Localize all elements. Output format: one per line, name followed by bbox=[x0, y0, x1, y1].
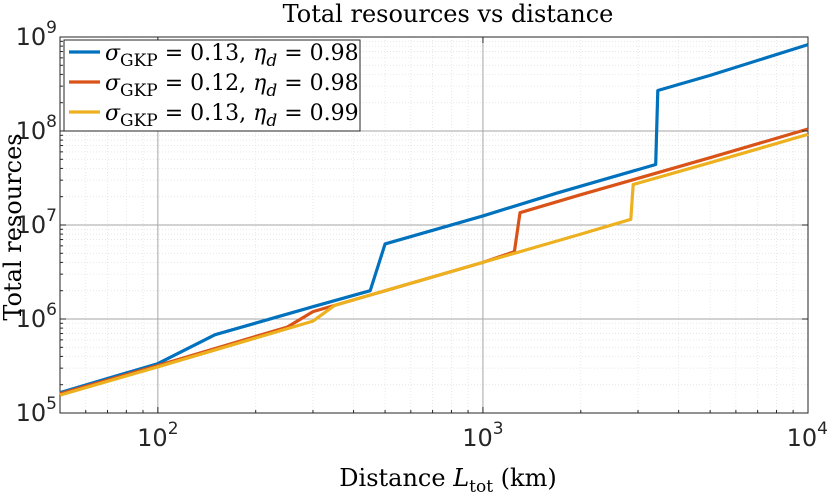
x-tick-label: 104 bbox=[787, 419, 828, 452]
chart-title: Total resources vs distance bbox=[283, 0, 614, 28]
series-line-3 bbox=[59, 132, 809, 397]
y-tick-label: 109 bbox=[16, 18, 57, 51]
tick-layer: 102 103 104 105 106 107 108 109 bbox=[16, 18, 828, 452]
y-tick-label: 107 bbox=[16, 206, 57, 239]
x-axis-label-text: Distance bbox=[339, 464, 453, 492]
x-axis-label-unit: (km) bbox=[493, 464, 557, 492]
y-tick-label: 106 bbox=[16, 300, 57, 333]
x-tick-label: 103 bbox=[462, 419, 503, 452]
legend-label-1: σGKP = 0.13, ηd = 0.98 bbox=[105, 41, 359, 71]
y-tick-label: 108 bbox=[16, 112, 57, 145]
legend-box bbox=[63, 39, 361, 132]
x-tick-label: 102 bbox=[137, 419, 178, 452]
x-axis-label-sub: tot bbox=[469, 477, 493, 495]
series-line-1 bbox=[59, 43, 809, 395]
x-axis-label-var: L bbox=[452, 464, 469, 492]
x-axis-label: Distance Ltot (km) bbox=[339, 464, 556, 495]
y-axis-label: Total resources bbox=[0, 133, 27, 320]
legend-label-2: σGKP = 0.12, ηd = 0.98 bbox=[105, 71, 359, 101]
series-layer bbox=[59, 43, 809, 397]
legend-label-3: σGKP = 0.13, ηd = 0.99 bbox=[105, 101, 359, 131]
y-tick-label: 105 bbox=[16, 394, 57, 427]
